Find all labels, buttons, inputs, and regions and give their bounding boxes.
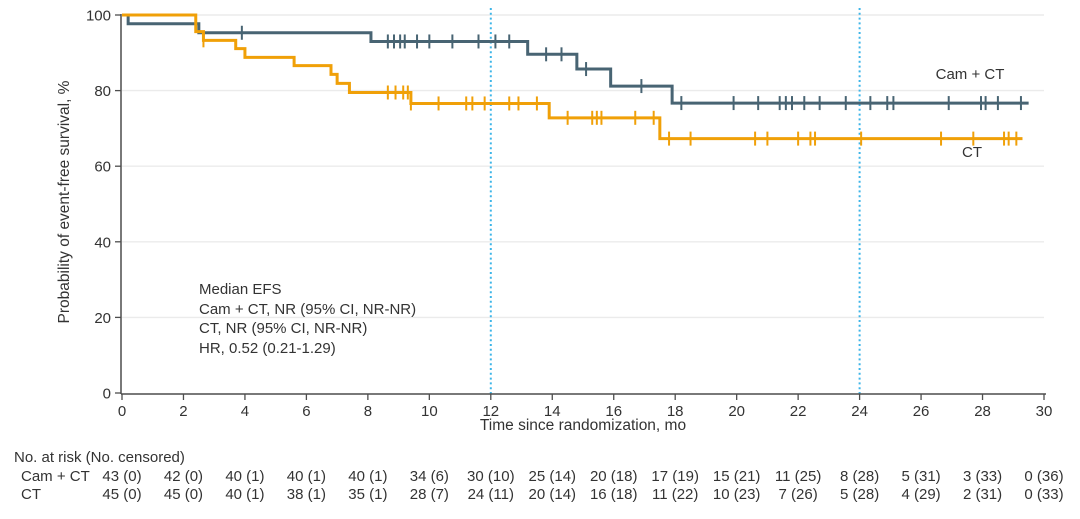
risk-cell: 34 (6) bbox=[409, 468, 449, 485]
risk-cell: 25 (14) bbox=[528, 468, 577, 485]
risk-cell: 38 (1) bbox=[286, 486, 326, 503]
survival-curve-cam-ct bbox=[122, 13, 1029, 105]
risk-row-cam-ct: Cam + CT 43 (0) 42 (0) 40 (1) 40 (1) 40 (1) 34… bbox=[0, 468, 1080, 486]
x-tick-label: 4 bbox=[241, 403, 249, 420]
risk-table-header: No. at risk (No. censored) bbox=[14, 449, 185, 466]
risk-row-ct: CT 45 (0) 45 (0) 40 (1) 38 (1) 35 (1) 28 (7) 24… bbox=[0, 486, 1080, 504]
risk-row-label: Cam + CT bbox=[21, 468, 90, 485]
risk-cell: 40 (1) bbox=[225, 486, 265, 503]
risk-cell: 15 (21) bbox=[712, 468, 761, 485]
x-tick-label: 18 bbox=[667, 403, 684, 420]
risk-cell: 45 (0) bbox=[163, 486, 204, 503]
x-tick-label: 12 bbox=[482, 403, 499, 420]
median-efs-annotation: Median EFS Cam + CT, NR (95% CI, NR-NR) CT… bbox=[199, 280, 416, 358]
risk-cell: 35 (1) bbox=[348, 486, 388, 503]
risk-cell: 43 (0) bbox=[102, 468, 142, 485]
x-tick-label: 26 bbox=[913, 403, 930, 420]
annotation-line: CT, NR (95% CI, NR-NR) bbox=[199, 320, 368, 337]
risk-cell: 3 (33) bbox=[962, 468, 1003, 485]
y-tick-label: 60 bbox=[94, 159, 111, 176]
x-tick-label: 22 bbox=[790, 403, 807, 420]
risk-cell: 17 (19) bbox=[651, 468, 699, 485]
risk-cell: 11 (25) bbox=[774, 468, 822, 485]
risk-cell: 45 (0) bbox=[102, 486, 142, 503]
y-tick-label: 40 bbox=[94, 234, 111, 251]
risk-cell: 24 (11) bbox=[467, 486, 514, 503]
annotation-line: Cam + CT, NR (95% CI, NR-NR) bbox=[199, 300, 417, 318]
x-axis-title: Time since randomization, mo bbox=[479, 417, 687, 434]
risk-cell: 10 (23) bbox=[712, 486, 761, 503]
x-tick-label: 28 bbox=[974, 403, 991, 420]
risk-cell: 20 (14) bbox=[528, 486, 577, 503]
y-tick-label: 80 bbox=[94, 83, 111, 100]
risk-cell: 5 (31) bbox=[901, 468, 941, 485]
x-tick-label: 10 bbox=[421, 403, 438, 420]
y-tick-label: 100 bbox=[86, 8, 111, 25]
x-tick-label: 2 bbox=[179, 403, 187, 420]
risk-cell: 8 (28) bbox=[840, 468, 880, 485]
risk-cell: 40 (1) bbox=[348, 468, 388, 485]
risk-cell: 28 (7) bbox=[409, 486, 449, 503]
risk-cell: 30 (10) bbox=[467, 468, 515, 485]
y-tick-label: 0 bbox=[103, 386, 111, 403]
risk-cell: 5 (28) bbox=[840, 486, 880, 503]
risk-row-label: CT bbox=[21, 486, 41, 503]
x-tick-label: 16 bbox=[605, 403, 622, 420]
annotation-line: Median EFS bbox=[199, 281, 282, 298]
x-tick-label: 20 bbox=[728, 403, 745, 420]
y-axis-title: Probability of event-free survival, % bbox=[56, 80, 73, 324]
risk-cell: 4 (29) bbox=[901, 486, 941, 503]
x-tick-label: 6 bbox=[302, 403, 310, 420]
x-tick-label: 30 bbox=[1036, 403, 1053, 420]
x-tick-label: 24 bbox=[851, 403, 868, 420]
series-label-cam-ct: Cam + CT bbox=[935, 66, 1005, 83]
risk-cell: 42 (0) bbox=[163, 468, 204, 485]
x-tick-label: 0 bbox=[118, 403, 126, 420]
x-tick-label: 8 bbox=[364, 403, 372, 420]
risk-cell: 0 (33) bbox=[1024, 486, 1064, 503]
risk-cell: 0 (36) bbox=[1024, 468, 1064, 485]
risk-cell: 2 (31) bbox=[962, 486, 1003, 503]
risk-cell: 11 (22) bbox=[651, 486, 699, 503]
series-label-ct: CT bbox=[962, 144, 982, 161]
risk-cell: 20 (18) bbox=[589, 468, 638, 485]
x-tick-label: 14 bbox=[544, 403, 561, 420]
annotation-line: HR, 0.52 (0.21-1.29) bbox=[199, 339, 336, 357]
risk-cell: 40 (1) bbox=[225, 468, 265, 485]
risk-cell: 16 (18) bbox=[589, 486, 638, 503]
y-tick-label: 20 bbox=[94, 310, 111, 327]
risk-cell: 40 (1) bbox=[286, 468, 326, 485]
risk-cell: 7 (26) bbox=[778, 486, 818, 503]
